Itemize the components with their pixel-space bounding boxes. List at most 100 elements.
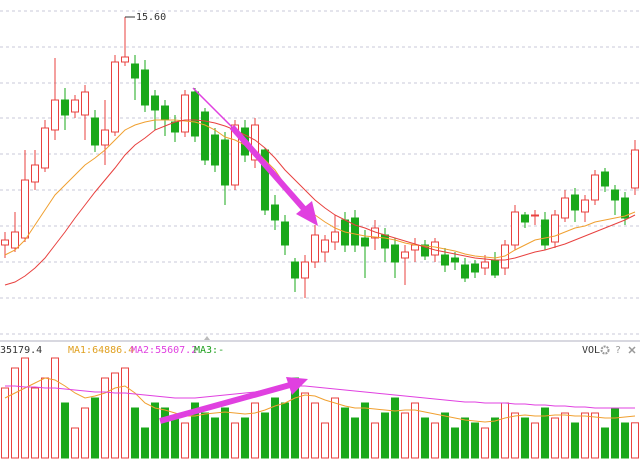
volume-bar: [411, 402, 419, 459]
volume-bar: [21, 357, 29, 459]
candle-body: [261, 149, 269, 211]
trend-arrow: [229, 125, 308, 212]
volume-bar: [371, 422, 379, 459]
volume-bar: [331, 397, 339, 459]
candle-body: [221, 139, 229, 186]
volume-bar: [211, 417, 219, 459]
volume-bar: [101, 377, 109, 459]
indicator-name[interactable]: VOL: [582, 345, 600, 356]
candle-body: [491, 259, 499, 276]
ma-label: MA1:64886.4: [68, 345, 134, 356]
ma-line: [4, 119, 636, 286]
candle-body: [31, 164, 39, 183]
candle-body: [471, 263, 479, 273]
volume-bar: [551, 417, 559, 459]
candle-body: [531, 214, 539, 217]
volume-bar: [461, 417, 469, 459]
volume-bar: [121, 367, 129, 459]
volume-bar: [631, 422, 639, 459]
candle-body: [21, 179, 29, 239]
volume-bar: [601, 427, 609, 459]
volume-bar: [621, 422, 629, 459]
volume-bar: [381, 412, 389, 459]
help-icon[interactable]: ?: [615, 345, 621, 356]
volume-bar: [591, 412, 599, 459]
volume-panel: [1, 357, 639, 459]
candle-body: [581, 199, 589, 213]
candle-body: [541, 219, 549, 246]
volume-bar: [511, 412, 519, 459]
volume-bar: [351, 417, 359, 459]
candle-body: [631, 149, 639, 189]
candle-body: [591, 174, 599, 201]
candle-body: [571, 194, 579, 211]
candle-body: [451, 257, 459, 263]
candle-body: [481, 261, 489, 269]
volume-bar: [441, 412, 449, 459]
volume-bar: [271, 397, 279, 459]
candle-body: [271, 204, 279, 221]
volume-value: 35179.4: [0, 345, 42, 356]
candle-body: [621, 197, 629, 219]
candle-body: [121, 56, 129, 63]
candle-body: [281, 221, 289, 246]
volume-bar: [261, 412, 269, 459]
candle-body: [311, 234, 319, 263]
candle-body: [301, 261, 309, 279]
volume-bar: [301, 392, 309, 459]
candle-body: [441, 254, 449, 266]
candle-body: [231, 124, 239, 186]
candle-body: [51, 99, 59, 131]
candle-body: [291, 261, 299, 279]
volume-bar: [111, 372, 119, 459]
candle-body: [361, 237, 369, 247]
volume-bar: [201, 412, 209, 459]
candle-body: [551, 214, 559, 243]
volume-bar: [321, 422, 329, 459]
candle-body: [351, 217, 359, 246]
candle-body: [461, 264, 469, 279]
volume-bar: [471, 422, 479, 459]
volume-bar: [41, 377, 49, 459]
candle-body: [91, 117, 99, 146]
candle-body: [411, 244, 419, 251]
candle-body: [161, 105, 169, 121]
ma-line: [4, 377, 636, 423]
candle-body: [391, 244, 399, 263]
volume-bar: [131, 407, 139, 459]
ma-line: [4, 119, 636, 259]
candle-body: [521, 214, 529, 223]
candle-body: [151, 95, 159, 111]
volume-bar: [1, 387, 9, 459]
volume-bar: [501, 402, 509, 459]
arrow-head: [296, 201, 318, 226]
header-bg: [0, 342, 640, 357]
candle-body: [561, 197, 569, 219]
trend-arrow: [159, 382, 291, 424]
candle-body: [321, 239, 329, 253]
candle-body: [401, 251, 409, 259]
close-icon[interactable]: [628, 346, 636, 354]
candle-body: [71, 99, 79, 113]
candle-body: [111, 61, 119, 133]
candle-body: [11, 231, 19, 249]
arrow-head: [286, 377, 308, 395]
volume-bar: [71, 427, 79, 459]
candle-body: [181, 94, 189, 133]
volume-bar: [141, 427, 149, 459]
volume-bar: [281, 402, 289, 459]
candle-body: [431, 241, 439, 256]
volume-bar: [61, 402, 69, 459]
header: 35179.4 MA1:64886.4 MA2:55607.2 MA3:- VO…: [0, 342, 640, 357]
volume-bar: [421, 417, 429, 459]
volume-bar: [221, 407, 229, 459]
volume-bar: [11, 367, 19, 459]
scroll-marker: [204, 336, 210, 340]
volume-bar: [431, 422, 439, 459]
candle-body: [331, 231, 339, 243]
volume-bar: [241, 417, 249, 459]
max-label: 15.60: [136, 12, 166, 23]
candle-body: [141, 69, 149, 106]
volume-bar: [231, 422, 239, 459]
settings-icon[interactable]: [600, 345, 610, 355]
